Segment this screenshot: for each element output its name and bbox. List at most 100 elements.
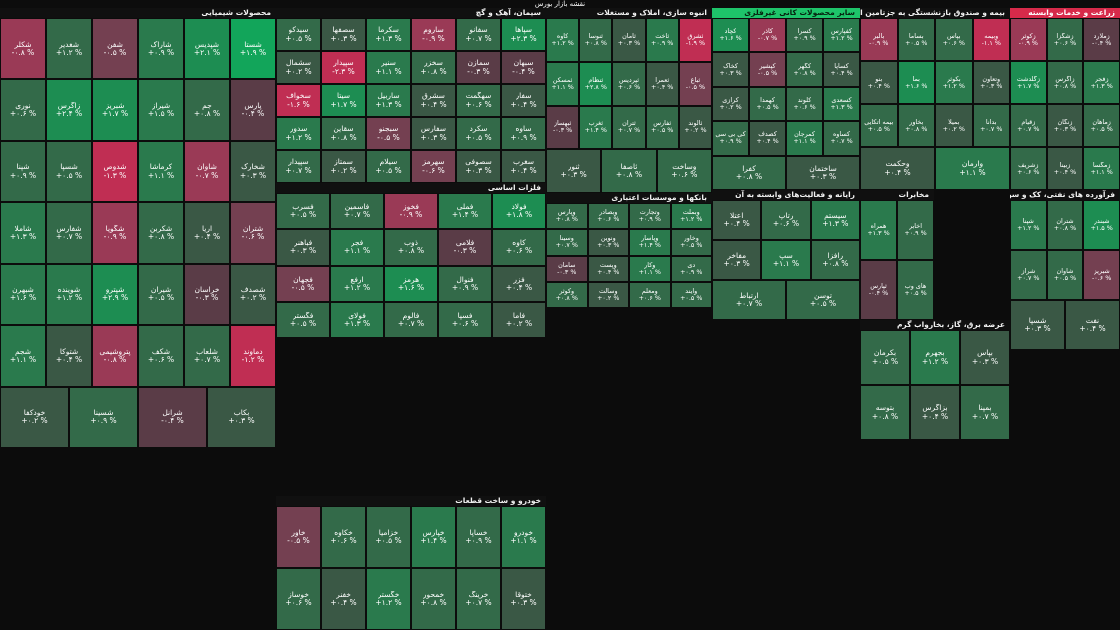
ticker-cell[interactable]: ارتباط +۰.۷ % (712, 280, 786, 320)
ticker-cell[interactable]: شراز +۰.۷ % (1010, 250, 1047, 300)
ticker-cell[interactable]: پارس -۰.۴ % (230, 79, 276, 141)
ticker-cell[interactable]: وتجارت +۰.۹ % (629, 203, 671, 230)
ticker-cell[interactable]: شفارس +۰.۷ % (46, 202, 92, 264)
ticker-cell[interactable]: شسپا +۰.۵ % (46, 140, 92, 203)
ticker-cell[interactable]: سنیر +۱.۱ % (366, 51, 411, 84)
ticker-cell[interactable]: وآیند +۰.۵ % (670, 281, 712, 308)
ticker-cell[interactable]: کسعدی +۱.۳ % (823, 86, 860, 122)
ticker-cell[interactable]: شبندر +۱.۵ % (1083, 200, 1120, 250)
ticker-cell[interactable]: فخوز -۰.۹ % (384, 193, 438, 230)
ticker-cell[interactable]: ثشرق -۱.۹ % (678, 18, 712, 62)
ticker-cell[interactable]: سیلام +۰.۵ % (366, 150, 411, 183)
ticker-cell[interactable]: نوری +۰.۶ % (0, 79, 46, 141)
ticker-cell[interactable]: خودکفا +۰.۲ % (0, 386, 69, 448)
ticker-cell[interactable]: بکوثر +۱.۲ % (935, 61, 973, 104)
ticker-cell[interactable]: وحکمت +۰.۴ % (860, 147, 935, 190)
ticker-cell[interactable]: فنوال +۰.۹ % (438, 265, 492, 302)
ticker-cell[interactable]: وسالت +۰.۲ % (587, 281, 629, 308)
ticker-cell[interactable]: فجر +۱.۱ % (330, 229, 384, 266)
ticker-cell[interactable]: فاسمین +۰.۷ % (330, 193, 384, 230)
ticker-cell[interactable]: فملی +۱.۴ % (438, 193, 492, 230)
ticker-cell[interactable]: وپست +۰.۴ % (587, 255, 629, 282)
ticker-cell[interactable]: کصدف +۰.۴ % (749, 121, 786, 156)
ticker-cell[interactable]: شکربن +۰.۸ % (138, 202, 184, 264)
ticker-cell[interactable]: شکف +۰.۶ % (138, 325, 184, 387)
ticker-cell[interactable]: کفرا +۰.۸ % (712, 155, 786, 190)
ticker-cell[interactable]: شپترو +۲.۹ % (92, 263, 138, 326)
ticker-cell[interactable]: شفن -۰.۵ % (92, 18, 138, 80)
ticker-cell[interactable]: کساوه +۰.۷ % (823, 121, 860, 156)
ticker-cell[interactable]: ثباغ -۰.۵ % (678, 61, 712, 106)
ticker-cell[interactable]: سیدکو +۰.۵ % (276, 18, 321, 51)
ticker-cell[interactable]: اعتلا +۰.۴ % (712, 200, 762, 240)
ticker-cell[interactable]: شگویا -۰.۹ % (92, 202, 138, 264)
ticker-cell[interactable]: سیستم +۱.۳ % (810, 200, 860, 240)
ticker-cell[interactable]: خمحور +۰.۸ % (411, 568, 456, 630)
ticker-cell[interactable]: بساما +۰.۵ % (897, 18, 935, 61)
ticker-cell[interactable]: پتروشیمی -۰.۸ % (92, 325, 138, 387)
ticker-cell[interactable]: سخواف -۱.۶ % (276, 84, 321, 117)
ticker-cell[interactable]: سپاها +۲.۳ % (501, 18, 546, 51)
ticker-cell[interactable]: شصدف +۰.۲ % (230, 263, 276, 326)
ticker-cell[interactable]: فزر +۰.۴ % (492, 265, 546, 302)
ticker-cell[interactable]: کسرا +۰.۹ % (786, 18, 823, 53)
ticker-cell[interactable]: سامان -۰.۳ % (546, 255, 588, 282)
ticker-cell[interactable]: وپارس +۰.۸ % (546, 203, 588, 230)
ticker-cell[interactable]: زمگسا +۱.۱ % (1083, 147, 1120, 190)
ticker-cell[interactable]: زملارد -۰.۴ % (1083, 18, 1120, 61)
ticker-cell[interactable]: شبریز -۰.۶ % (1083, 250, 1120, 300)
ticker-cell[interactable]: سبجنو -۰.۵ % (366, 117, 411, 150)
ticker-cell[interactable]: فاما +۰.۲ % (492, 301, 546, 338)
ticker-cell[interactable]: وبیمه -۱.۱ % (972, 18, 1010, 61)
ticker-cell[interactable]: سصفها +۰.۳ % (321, 18, 366, 51)
ticker-cell[interactable]: فسپا +۰.۶ % (438, 301, 492, 338)
ticker-cell[interactable]: سفار +۰.۴ % (501, 84, 546, 117)
ticker-cell[interactable]: شاملا +۱.۳ % (0, 202, 46, 264)
ticker-cell[interactable]: خزامیا +۰.۵ % (366, 506, 411, 568)
ticker-cell[interactable]: ثفارس +۰.۵ % (645, 105, 679, 150)
ticker-cell[interactable]: بزاگرس +۰.۴ % (910, 385, 960, 440)
ticker-cell[interactable]: شتران -۰.۶ % (230, 202, 276, 264)
ticker-cell[interactable]: فباهنر +۰.۳ % (276, 229, 330, 266)
ticker-cell[interactable]: کاذر -۰.۷ % (749, 18, 786, 53)
ticker-cell[interactable]: نفت +۰.۴ % (1065, 300, 1120, 350)
ticker-cell[interactable]: سشمال +۰.۲ % (276, 51, 321, 84)
ticker-cell[interactable]: وخاور +۰.۵ % (670, 229, 712, 256)
ticker-cell[interactable]: کساپا +۰.۴ % (823, 52, 860, 87)
ticker-cell[interactable]: سخزر +۰.۸ % (411, 51, 456, 84)
ticker-cell[interactable]: وتعاون +۰.۳ % (972, 61, 1010, 104)
ticker-cell[interactable]: سصوفی +۰.۳ % (456, 150, 501, 183)
ticker-cell[interactable]: اخابر +۰.۹ % (897, 200, 934, 260)
ticker-cell[interactable]: بجهرم +۱.۲ % (910, 330, 960, 385)
ticker-cell[interactable]: بکرمان +۰.۵ % (860, 330, 910, 385)
ticker-cell[interactable]: شاراک +۰.۹ % (138, 18, 184, 80)
ticker-cell[interactable]: فلامی -۰.۳ % (438, 229, 492, 266)
ticker-cell[interactable]: های وب +۰.۵ % (897, 260, 934, 320)
ticker-cell[interactable]: ساربیل +۱.۳ % (366, 84, 411, 117)
ticker-cell[interactable]: زفجر +۱.۳ % (1083, 61, 1120, 104)
ticker-cell[interactable]: خکاوه +۰.۶ % (321, 506, 366, 568)
ticker-cell[interactable]: هرمز +۱.۶ % (384, 265, 438, 302)
ticker-cell[interactable]: شرانل -۰.۴ % (138, 386, 207, 448)
ticker-cell[interactable]: شپدیس +۲.۱ % (184, 18, 230, 80)
ticker-cell[interactable]: زشریف +۰.۶ % (1010, 147, 1047, 190)
ticker-cell[interactable]: آریا +۰.۴ % (184, 202, 230, 264)
ticker-cell[interactable]: شوینده +۱.۲ % (46, 263, 92, 326)
ticker-cell[interactable]: سمازن -۰.۳ % (456, 51, 501, 84)
ticker-cell[interactable]: دی +۰.۹ % (670, 255, 712, 282)
ticker-cell[interactable]: ختوقا +۰.۳ % (501, 568, 546, 630)
ticker-cell[interactable]: سفانو +۰.۷ % (456, 18, 501, 51)
ticker-cell[interactable]: بنو +۰.۴ % (860, 61, 898, 104)
ticker-cell[interactable]: شپنا +۰.۹ % (0, 140, 46, 203)
ticker-cell[interactable]: زکوثر -۰.۹ % (1010, 18, 1047, 61)
ticker-cell[interactable]: توسن +۰.۵ % (786, 280, 860, 320)
ticker-cell[interactable]: بالبر -۰.۹ % (860, 18, 898, 61)
ticker-cell[interactable]: ونوین +۰.۳ % (587, 229, 629, 256)
ticker-cell[interactable]: ومعلم +۰.۶ % (629, 281, 671, 308)
ticker-cell[interactable]: رتاپ +۰.۶ % (761, 200, 811, 240)
ticker-cell[interactable]: دماوند -۱.۲ % (230, 325, 276, 387)
ticker-cell[interactable]: بمیلا +۰.۲ % (935, 104, 973, 147)
ticker-cell[interactable]: شسپا +۰.۳ % (1010, 300, 1065, 350)
ticker-cell[interactable]: ثعمرا +۰.۴ % (645, 61, 679, 106)
ticker-cell[interactable]: کرماشا +۱.۱ % (138, 140, 184, 203)
